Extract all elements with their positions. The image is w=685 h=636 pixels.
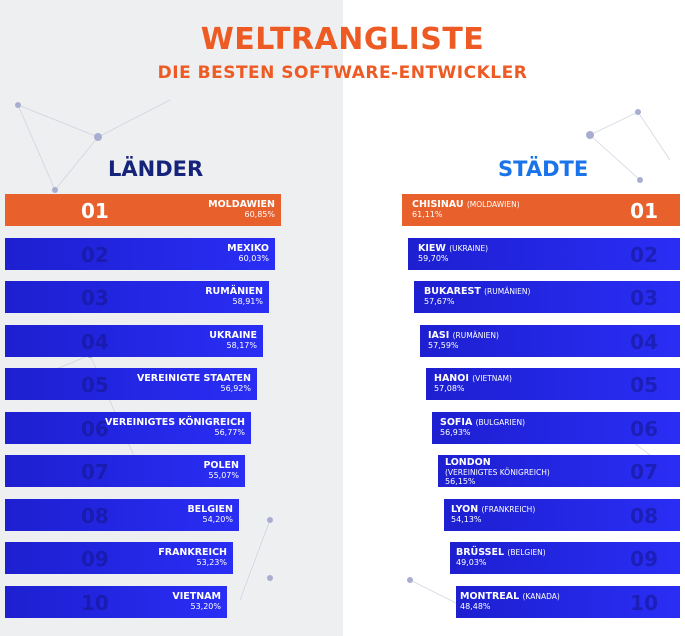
city-country: (BULGARIEN) — [475, 418, 525, 427]
city-percent: 59,70% — [418, 254, 449, 263]
city-name: LONDON — [445, 457, 491, 468]
city-name: HANOI — [434, 373, 469, 384]
city-rank: 08 — [630, 504, 658, 528]
city-name: MONTREAL — [460, 591, 520, 602]
city-rank: 09 — [630, 547, 658, 571]
country-name: VEREINIGTE STAATEN — [136, 373, 251, 384]
city-country: (FRANKREICH) — [481, 505, 536, 514]
city-percent: 61,11% — [412, 210, 443, 219]
country-name: UKRAINE — [209, 330, 257, 341]
city-name: SOFIA — [440, 417, 473, 428]
city-name: CHISINAU — [412, 199, 464, 210]
country-row: 01 MOLDAWIEN 60,85% — [5, 194, 281, 226]
city-rank: 07 — [630, 460, 658, 484]
city-country: (BELGIEN) — [507, 548, 546, 557]
city-percent: 56,15% — [445, 477, 476, 486]
city-percent: 57,08% — [434, 384, 465, 393]
country-percent: 58,17% — [226, 341, 257, 350]
country-rank: 08 — [81, 504, 109, 528]
country-percent: 56,77% — [214, 428, 245, 437]
country-name: RUMÄNIEN — [205, 286, 263, 297]
country-row: 04 UKRAINE 58,17% — [5, 325, 263, 357]
city-row: 08 LYON (FRANKREICH) 54,13% — [444, 499, 680, 531]
city-percent: 57,59% — [428, 341, 459, 350]
country-percent: 54,20% — [202, 515, 233, 524]
city-rank: 01 — [630, 199, 658, 223]
city-name: BRÜSSEL — [456, 547, 505, 558]
city-percent: 48,48% — [460, 602, 491, 611]
country-percent: 56,92% — [220, 384, 251, 393]
city-percent: 54,13% — [451, 515, 482, 524]
country-percent: 60,03% — [238, 254, 269, 263]
country-name: POLEN — [203, 460, 239, 471]
city-row: 04 IASI (RUMÄNIEN) 57,59% — [420, 325, 680, 357]
city-country: (MOLDAWIEN) — [466, 200, 520, 209]
country-rank: 07 — [81, 460, 109, 484]
country-row: 10 VIETNAM 53,20% — [5, 586, 227, 618]
city-row: 02 KIEW (UKRAINE) 59,70% — [408, 238, 680, 270]
cities-heading: STÄDTE — [498, 157, 589, 181]
country-row: 08 BELGIEN 54,20% — [5, 499, 239, 531]
country-percent: 53,20% — [190, 602, 221, 611]
city-name: KIEW — [418, 243, 446, 254]
city-rank: 04 — [630, 330, 658, 354]
country-rank: 10 — [81, 591, 109, 615]
country-percent: 53,23% — [196, 558, 227, 567]
country-rank: 06 — [81, 417, 109, 441]
page-title: WELTRANGLISTE — [200, 22, 485, 57]
city-country: (VEREINIGTES KÖNIGREICH) — [445, 468, 550, 477]
country-row: 09 FRANKREICH 53,23% — [5, 542, 233, 574]
country-name: BELGIEN — [187, 504, 233, 515]
city-percent: 57,67% — [424, 297, 455, 306]
country-rank: 05 — [81, 373, 109, 397]
city-rank: 03 — [630, 286, 658, 310]
country-name: VEREINIGTES KÖNIGREICH — [105, 417, 245, 428]
country-rank: 09 — [81, 547, 109, 571]
city-rank: 05 — [630, 373, 658, 397]
city-country: (VIETNAM) — [472, 374, 512, 383]
city-name: BUKAREST — [424, 286, 481, 297]
country-percent: 58,91% — [232, 297, 263, 306]
country-rank: 04 — [81, 330, 109, 354]
country-row: 07 POLEN 55,07% — [5, 455, 245, 487]
city-row: 07 LONDON (VEREINIGTES KÖNIGREICH) 56,15… — [438, 455, 680, 487]
country-rank: 03 — [81, 286, 109, 310]
city-percent: 49,03% — [456, 558, 487, 567]
country-name: FRANKREICH — [158, 547, 227, 558]
country-name: MEXIKO — [227, 243, 269, 254]
country-rank: 02 — [81, 243, 109, 267]
country-row: 05 VEREINIGTE STAATEN 56,92% — [5, 368, 257, 400]
city-rank: 06 — [630, 417, 658, 441]
country-name: VIETNAM — [172, 591, 221, 602]
city-row: 10 MONTREAL (KANADA) 48,48% — [456, 586, 680, 618]
city-row: 03 BUKAREST (RUMÄNIEN) 57,67% — [414, 281, 680, 313]
country-name: MOLDAWIEN — [208, 199, 275, 210]
city-name: IASI — [428, 330, 450, 341]
city-country: (UKRAINE) — [449, 244, 489, 253]
city-percent: 56,93% — [440, 428, 471, 437]
country-row: 06 VEREINIGTES KÖNIGREICH 56,77% — [5, 412, 251, 444]
city-row: 06 SOFIA (BULGARIEN) 56,93% — [432, 412, 680, 444]
countries-heading: LÄNDER — [108, 157, 204, 181]
country-percent: 55,07% — [208, 471, 239, 480]
city-name: LYON — [451, 504, 479, 515]
country-row: 02 MEXIKO 60,03% — [5, 238, 275, 270]
city-rank: 02 — [630, 243, 658, 267]
city-row: 09 BRÜSSEL (BELGIEN) 49,03% — [450, 542, 680, 574]
country-percent: 60,85% — [244, 210, 275, 219]
city-row: 01 CHISINAU (MOLDAWIEN) 61,11% — [402, 194, 680, 226]
city-row: 05 HANOI (VIETNAM) 57,08% — [426, 368, 680, 400]
country-row: 03 RUMÄNIEN 58,91% — [5, 281, 269, 313]
city-country: (RUMÄNIEN) — [484, 287, 531, 296]
country-rank: 01 — [81, 199, 109, 223]
page-subtitle: DIE BESTEN SOFTWARE-ENTWICKLER — [157, 63, 528, 83]
city-country: (KANADA) — [522, 592, 560, 601]
city-country: (RUMÄNIEN) — [452, 331, 499, 340]
city-rank: 10 — [630, 591, 658, 615]
